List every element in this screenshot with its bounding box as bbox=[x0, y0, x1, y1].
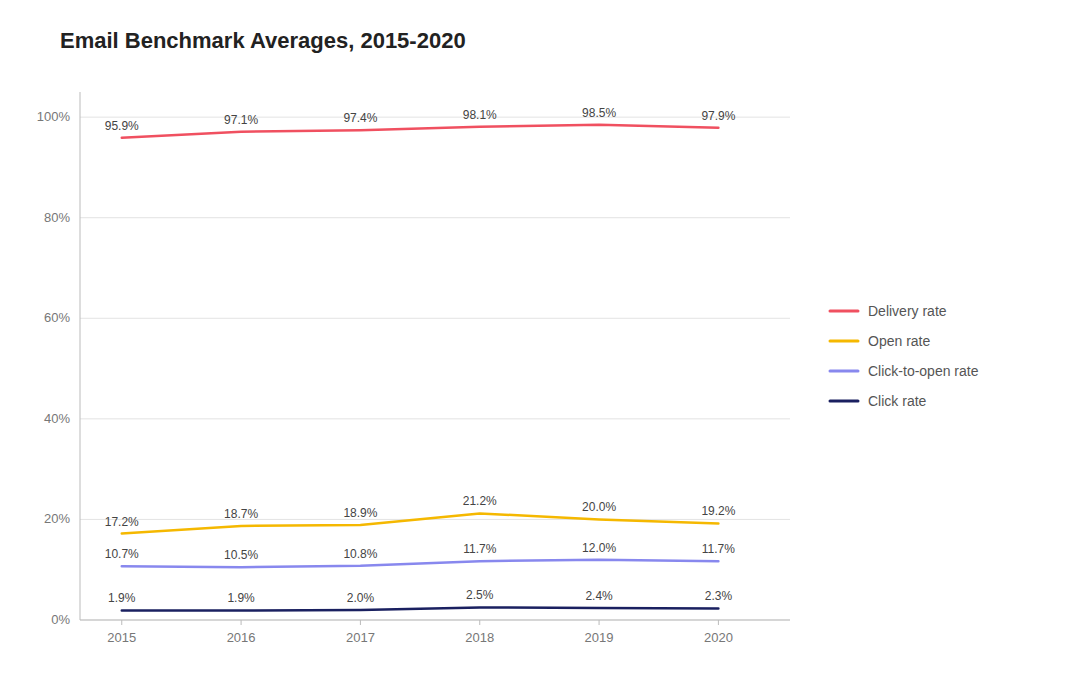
data-label: 10.8% bbox=[343, 547, 377, 561]
x-tick bbox=[241, 620, 242, 625]
x-tick-label: 2016 bbox=[227, 630, 256, 645]
x-tick-label: 2020 bbox=[704, 630, 733, 645]
data-label: 10.5% bbox=[224, 548, 258, 562]
x-tick-label: 2017 bbox=[346, 630, 375, 645]
series-line bbox=[122, 513, 719, 533]
series-group bbox=[122, 125, 719, 611]
y-tick-label: 80% bbox=[44, 210, 70, 225]
data-label: 11.7% bbox=[702, 542, 735, 556]
legend-label: Click rate bbox=[868, 393, 927, 409]
x-tick bbox=[360, 620, 361, 625]
data-label: 97.9% bbox=[701, 109, 735, 123]
data-label: 2.0% bbox=[347, 591, 375, 605]
x-tick-label: 2015 bbox=[107, 630, 136, 645]
legend-label: Delivery rate bbox=[868, 303, 947, 319]
grid-line bbox=[80, 117, 790, 118]
data-label: 97.4% bbox=[343, 111, 377, 125]
grid-line bbox=[80, 217, 790, 218]
x-axis-line bbox=[80, 620, 790, 621]
data-label: 10.7% bbox=[105, 547, 139, 561]
grid-line bbox=[80, 418, 790, 419]
legend: Delivery rate Open rate Click-to-open rate… bbox=[830, 303, 979, 409]
title: Email Benchmark Averages, 2015-2020 bbox=[60, 28, 466, 53]
data-label: 95.9% bbox=[105, 119, 139, 133]
data-labels: 95.9% 97.1% 97.4% 98.1% 98.5% 97.9% 17.2% 18.7%… bbox=[105, 106, 736, 606]
x-tick bbox=[479, 620, 480, 625]
data-label: 17.2% bbox=[105, 515, 139, 529]
grid-line bbox=[80, 620, 790, 621]
x-tick bbox=[599, 620, 600, 625]
data-label: 11.7% bbox=[463, 542, 496, 556]
data-label: 1.9% bbox=[108, 591, 136, 605]
series-line bbox=[122, 560, 719, 568]
data-label: 21.2% bbox=[463, 494, 497, 508]
data-label: 20.0% bbox=[582, 500, 616, 514]
y-tick-label: 0% bbox=[51, 612, 70, 627]
data-label: 98.5% bbox=[582, 106, 616, 120]
legend-swatch bbox=[830, 400, 858, 403]
data-label: 2.3% bbox=[705, 589, 733, 603]
y-tick-label: 40% bbox=[44, 411, 70, 426]
data-label: 1.9% bbox=[227, 591, 255, 605]
data-label: 98.1% bbox=[463, 108, 497, 122]
series-line bbox=[122, 607, 719, 610]
grid-line bbox=[80, 318, 790, 319]
data-label: 18.7% bbox=[224, 507, 258, 521]
x-tick-label: 2019 bbox=[585, 630, 614, 645]
data-label: 2.4% bbox=[585, 589, 613, 603]
x-tick bbox=[121, 620, 122, 625]
data-label: 12.0% bbox=[582, 541, 616, 555]
y-axis-line bbox=[80, 92, 81, 620]
data-label: 97.1% bbox=[224, 113, 258, 127]
legend-swatch bbox=[830, 340, 858, 343]
x-tick bbox=[718, 620, 719, 625]
y-tick-label: 100% bbox=[37, 109, 71, 124]
y-tick-label: 20% bbox=[44, 511, 70, 526]
series-line bbox=[122, 125, 719, 138]
data-label: 2.5% bbox=[466, 588, 494, 602]
legend-label: Open rate bbox=[868, 333, 930, 349]
legend-swatch bbox=[830, 310, 858, 313]
legend-label: Click-to-open rate bbox=[868, 363, 979, 379]
y-tick-label: 60% bbox=[44, 310, 70, 325]
grid bbox=[80, 117, 790, 620]
data-label: 18.9% bbox=[343, 506, 377, 520]
grid-line bbox=[80, 519, 790, 520]
data-label: 19.2% bbox=[701, 504, 735, 518]
chart: Email Benchmark Averages, 2015-2020 0% 20%… bbox=[0, 0, 1086, 684]
legend-swatch bbox=[830, 370, 858, 373]
background bbox=[0, 0, 1086, 684]
x-tick-label: 2018 bbox=[465, 630, 494, 645]
